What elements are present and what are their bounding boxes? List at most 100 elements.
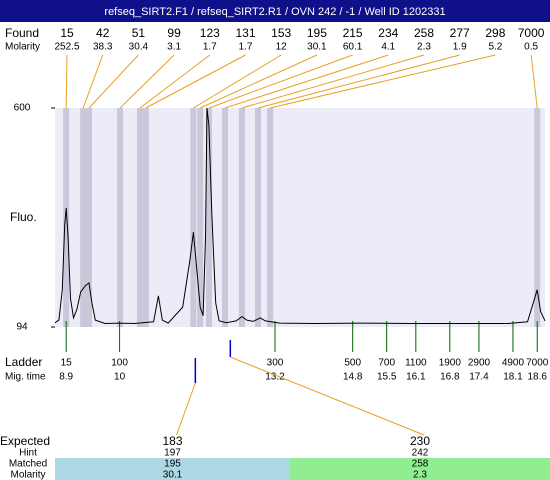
mig-time: 18.6 — [527, 372, 547, 383]
ladder-size: 700 — [378, 358, 395, 369]
ladder-size: 1100 — [405, 358, 427, 369]
expected-connector — [230, 356, 425, 436]
found-connector — [241, 54, 425, 109]
y-tick-label: 94 — [16, 322, 28, 333]
found-band — [117, 108, 124, 327]
title: refseq_SIRT2.F1 / refseq_SIRT2.R1 / OVN … — [104, 6, 445, 18]
expected-size: 230 — [410, 434, 430, 448]
found-molarity: 5.2 — [488, 42, 502, 53]
found-molarity: 252.5 — [54, 42, 79, 53]
expected-band — [290, 458, 550, 480]
found-band — [534, 108, 541, 327]
expected-matched: 258 — [412, 459, 429, 470]
found-connector — [257, 54, 460, 109]
found-size: 42 — [96, 26, 110, 40]
expected-hint: 197 — [164, 448, 181, 459]
found-size: 234 — [378, 26, 398, 40]
found-size: 258 — [414, 26, 434, 40]
expected-molarity: 30.1 — [163, 470, 183, 480]
mig-time: 13.2 — [265, 372, 285, 383]
found-connector — [119, 54, 175, 109]
mig-time: 17.4 — [469, 372, 489, 383]
mig-time: 18.1 — [503, 372, 523, 383]
found-molarity: 12 — [276, 42, 288, 53]
found-size: 298 — [485, 26, 505, 40]
found-molarity: 3.1 — [167, 42, 181, 53]
found-connector — [530, 54, 538, 109]
plot-area — [55, 108, 545, 327]
expected-size: 183 — [162, 434, 182, 448]
found-connector — [88, 54, 139, 109]
ladder-size: 500 — [344, 358, 361, 369]
found-size: 215 — [343, 26, 363, 40]
matched-label: Matched — [9, 459, 47, 470]
found-band — [63, 108, 70, 327]
found-band — [80, 108, 87, 327]
expected-molarity: 2.3 — [413, 470, 427, 480]
found-molarity: 30.1 — [307, 42, 327, 53]
found-band — [142, 108, 149, 327]
found-size: 277 — [450, 26, 470, 40]
ladder-size: 100 — [111, 358, 128, 369]
found-connector — [270, 54, 496, 109]
found-size: 153 — [271, 26, 291, 40]
found-connector — [224, 54, 389, 109]
found-connector — [199, 54, 318, 109]
found-band — [238, 108, 245, 327]
found-band — [254, 108, 261, 327]
found-size: 123 — [200, 26, 220, 40]
mig-time-label: Mig. time — [5, 372, 46, 383]
mig-time: 16.1 — [406, 372, 426, 383]
found-band — [267, 108, 274, 327]
y-label: Fluo. — [10, 210, 37, 224]
found-size: 51 — [132, 26, 146, 40]
found-band — [197, 108, 204, 327]
found-molarity: 1.9 — [453, 42, 467, 53]
found-molarity: 38.3 — [93, 42, 113, 53]
expected-band — [55, 458, 290, 480]
ladder-label: Ladder — [5, 355, 42, 369]
ladder-size: 1900 — [439, 358, 462, 369]
mig-time: 10 — [114, 372, 126, 383]
found-size: 7000 — [518, 26, 545, 40]
found-molarity: 30.4 — [129, 42, 149, 53]
found-band — [221, 108, 228, 327]
ladder-size: 4900 — [502, 358, 525, 369]
expected-hint: 242 — [412, 448, 429, 459]
found-band — [190, 108, 197, 327]
hint-label: Hint — [19, 448, 37, 459]
ladder-size: 15 — [61, 358, 73, 369]
found-band — [136, 108, 143, 327]
found-molarity: 1.7 — [203, 42, 217, 53]
found-molarity: 60.1 — [343, 42, 363, 53]
found-label: Found — [5, 26, 39, 40]
mig-time: 15.5 — [377, 372, 397, 383]
found-connector — [208, 54, 353, 109]
molarity-label: Molarity — [5, 42, 40, 53]
mig-time: 14.8 — [343, 372, 363, 383]
found-size: 15 — [60, 26, 74, 40]
found-size: 131 — [235, 26, 255, 40]
found-molarity: 0.5 — [524, 42, 538, 53]
found-connector — [65, 54, 68, 109]
found-connector — [145, 54, 246, 109]
mig-time: 8.9 — [59, 372, 73, 383]
mig-time: 16.8 — [440, 372, 460, 383]
found-molarity: 1.7 — [239, 42, 253, 53]
molarity-label: Molarity — [10, 470, 45, 480]
found-molarity: 2.3 — [417, 42, 431, 53]
trace — [54, 107, 546, 325]
expected-connector — [176, 382, 196, 436]
found-band — [205, 108, 212, 327]
found-molarity: 4.1 — [381, 42, 395, 53]
found-band — [85, 108, 92, 327]
found-connector — [139, 54, 211, 109]
found-connector — [193, 54, 282, 109]
title-bar — [0, 0, 550, 22]
ladder-size: 2900 — [468, 358, 491, 369]
expected-label: Expected — [0, 434, 50, 448]
y-tick-label: 600 — [14, 103, 31, 114]
found-size: 195 — [307, 26, 327, 40]
ladder-size: 300 — [267, 358, 284, 369]
